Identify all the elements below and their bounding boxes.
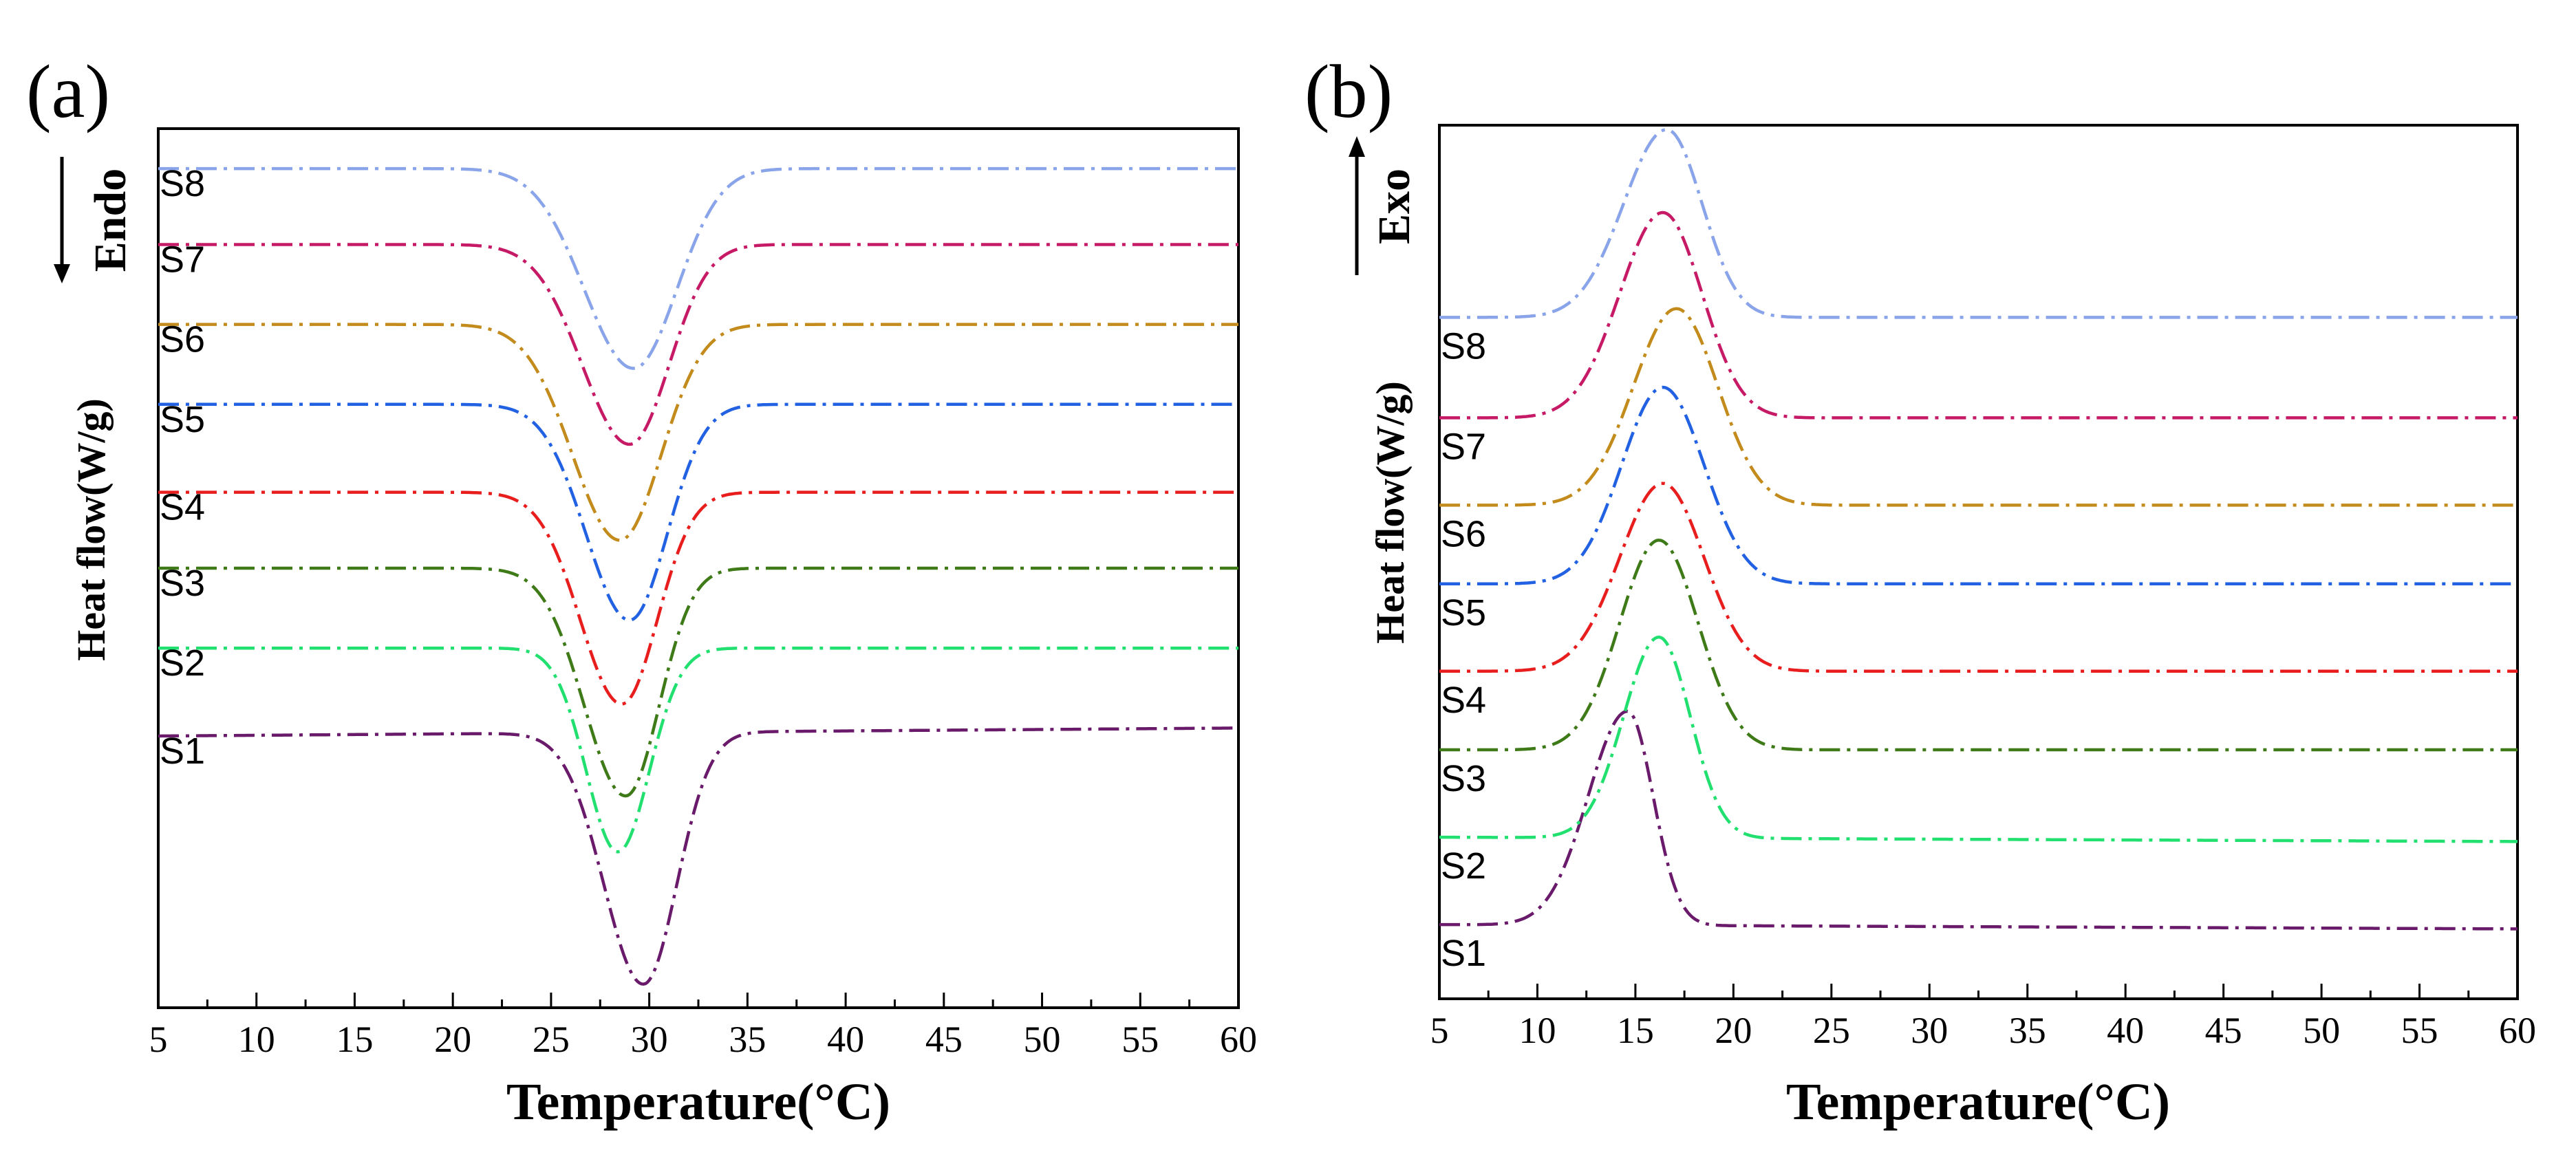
x-tick-label: 35: [2009, 1010, 2046, 1051]
series-label-s3: S3: [160, 563, 205, 604]
series-label-s5: S5: [160, 399, 205, 440]
series-label-s8: S8: [1441, 325, 1486, 367]
series-line-s4: [1439, 482, 2518, 673]
x-tick-label: 30: [1911, 1010, 1948, 1051]
x-tick-label: 45: [2205, 1010, 2242, 1051]
x-tick-label: 20: [1715, 1010, 1752, 1051]
series-line-s8: [158, 166, 1238, 370]
panel-b-x-ticks: 5 10 15 20 25 30 35 40 45 50 55 60: [1430, 984, 2536, 1051]
x-tick-label: 55: [2401, 1010, 2438, 1051]
series-label-s2: S2: [1441, 845, 1486, 887]
series-line-s2: [1439, 635, 2518, 843]
series-label-s1: S1: [1441, 933, 1486, 974]
x-tick-label: 60: [2499, 1010, 2536, 1051]
series-label-s8: S8: [160, 163, 205, 204]
panel-a-direction-indicator: Endo: [54, 157, 136, 283]
series-line-s7: [1439, 210, 2518, 420]
panel-b-label: (b): [1305, 50, 1393, 133]
panel-b-direction-label: Exo: [1369, 169, 1419, 244]
x-tick-label: 20: [434, 1019, 471, 1060]
x-tick-label: 40: [827, 1019, 864, 1060]
x-tick-label: 25: [533, 1019, 570, 1060]
series-line-s1: [1439, 709, 2518, 931]
x-tick-label: 5: [1430, 1010, 1449, 1051]
panel-a-series: [158, 166, 1238, 986]
series-line-s6: [158, 323, 1238, 542]
x-tick-label: 50: [1024, 1019, 1061, 1060]
panel-a-direction-label: Endo: [85, 169, 136, 272]
x-tick-label: 10: [238, 1019, 275, 1060]
series-label-s3: S3: [1441, 758, 1486, 799]
series-label-s1: S1: [160, 731, 205, 772]
x-tick-label: 45: [925, 1019, 963, 1060]
series-label-s5: S5: [1441, 592, 1486, 634]
panel-b-series-labels: S1 S2 S3 S4 S5 S6 S7 S8: [1441, 325, 1486, 974]
series-line-s6: [1439, 307, 2518, 507]
panel-a-series-labels: S1 S2 S3 S4 S5 S6 S7 S8: [160, 163, 205, 772]
x-tick-label: 10: [1518, 1010, 1556, 1051]
panel-a-x-axis-title: Temperature(°C): [506, 1073, 890, 1131]
panel-a-x-ticks: 5 10 15 20 25 30 35 40 45 50 55 60: [149, 993, 1257, 1060]
panel-b-exo-curves: (b) 5 10 15 20 25 30 35 40 45 50 55 60 S1 S2 S3 S4 S5 S6…: [1305, 50, 2536, 1131]
series-label-s2: S2: [160, 642, 205, 684]
series-label-s6: S6: [160, 319, 205, 360]
series-line-s5: [1439, 385, 2518, 586]
series-line-s3: [1439, 539, 2518, 752]
x-tick-label: 60: [1220, 1019, 1257, 1060]
x-tick-label: 15: [336, 1019, 373, 1060]
series-line-s1: [158, 726, 1238, 986]
arrowhead-up-icon: [1349, 136, 1365, 157]
panel-a-label: (a): [26, 50, 110, 133]
series-line-s3: [158, 566, 1238, 798]
panel-b-direction-indicator: Exo: [1349, 136, 1419, 275]
series-label-s4: S4: [160, 487, 205, 528]
series-label-s7: S7: [160, 239, 205, 280]
panel-b-series: [1439, 128, 2518, 931]
x-tick-label: 5: [149, 1019, 168, 1060]
x-tick-label: 15: [1617, 1010, 1654, 1051]
series-line-s2: [158, 646, 1238, 854]
series-line-s5: [158, 402, 1238, 622]
series-label-s7: S7: [1441, 426, 1486, 467]
series-line-s4: [158, 490, 1238, 706]
series-line-s7: [158, 243, 1238, 446]
panel-a-endo-curves: (a) 5 10 15 20 25 30 35 40 45 50 55 60 S1 S2 S3 S4 S5 S6…: [26, 50, 1257, 1131]
x-tick-label: 55: [1121, 1019, 1159, 1060]
series-label-s4: S4: [1441, 680, 1486, 721]
series-label-s6: S6: [1441, 513, 1486, 554]
x-tick-label: 30: [631, 1019, 668, 1060]
x-tick-label: 50: [2303, 1010, 2340, 1051]
arrowhead-down-icon: [54, 264, 70, 283]
x-tick-label: 25: [1813, 1010, 1850, 1051]
x-tick-label: 35: [729, 1019, 766, 1060]
x-tick-label: 40: [2107, 1010, 2144, 1051]
panel-b-y-axis-title: Heat flow(W/g): [1368, 381, 1413, 644]
series-line-s8: [1439, 128, 2518, 319]
panel-a-y-axis-title: Heat flow(W/g): [69, 398, 114, 661]
panel-b-x-axis-title: Temperature(°C): [1786, 1073, 2170, 1131]
